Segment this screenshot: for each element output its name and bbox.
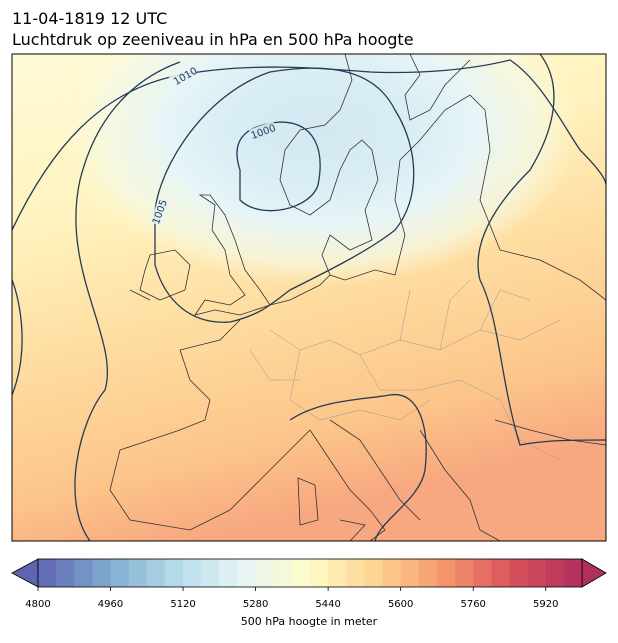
colorbar-segment [128,559,148,587]
colorbar-tick-label: 5760 [460,599,485,610]
colorbar-extend-low [11,558,39,588]
colorbar-segment [164,559,184,587]
colorbar-segment [364,559,383,587]
colorbar-segment [382,559,401,587]
colorbar-segment [201,559,220,587]
colorbar-segment [74,559,93,587]
colorbar-tick-label: 5920 [533,599,558,610]
colorbar-segment [291,559,311,587]
colorbar-segment [509,559,528,587]
colorbar-segment [436,559,456,587]
colorbar-segment [491,559,510,587]
map-area: 1010 1000 1005 [12,54,606,541]
colorbar-segment [56,559,75,587]
colorbar-tick-label: 5280 [243,599,268,610]
colorbar-tick-label: 5600 [388,599,413,610]
colorbar-segment [255,559,275,587]
colorbar-segment [328,559,347,587]
colorbar-label: 500 hPa hoogte in meter [241,615,378,628]
title: 11-04-1819 12 UTC [12,9,167,28]
colorbar-segment [400,559,420,587]
colorbar-tick-label: 4800 [25,599,50,610]
colorbar-segment [38,559,57,587]
colorbar-segment [545,559,565,587]
colorbar-segment [183,559,202,587]
colorbar-segment [563,559,583,587]
colorbar-segment [92,559,111,587]
colorbar-extend-high [581,558,607,588]
colorbar-segment [273,559,293,587]
colorbar-tick-label: 4960 [98,599,123,610]
colorbar-frame [37,558,583,588]
colorbar-segment [219,559,238,587]
colorbar-segment [346,559,365,587]
colorbar-segment [473,559,492,587]
colorbar-segment [110,559,129,587]
colorbar-segment [418,559,438,587]
colorbar-tick-label: 5120 [170,599,195,610]
colorbar-segment [527,559,547,587]
colorbar: 4800 4960 5120 5280 5440 5600 5760 5920 [11,558,607,610]
subtitle: Luchtdruk op zeeniveau in hPa en 500 hPa… [12,30,414,49]
map-frame [11,53,607,542]
colorbar-segment [237,559,256,587]
colorbar-segment [146,559,166,587]
colorbar-segment [455,559,474,587]
colorbar-tick-label: 5440 [315,599,340,610]
colorbar-segment [310,559,329,587]
